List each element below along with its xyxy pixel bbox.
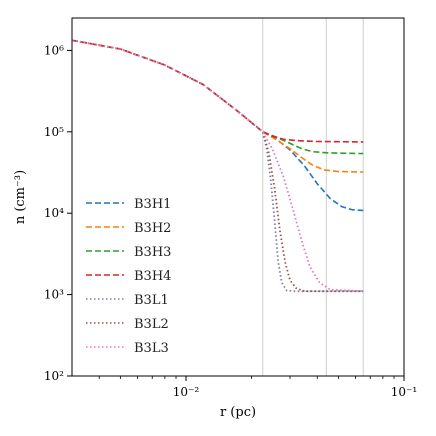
legend-label-b3h3: B3H3	[134, 245, 171, 260]
y-tick-label-2: 10³	[44, 288, 64, 302]
y-tick-label-3: 10⁴	[44, 206, 64, 220]
reference-lines	[262, 18, 364, 376]
legend: B3H1 B3H2 B3H3 B3H4 B3L1 B3L2 B3L3	[86, 197, 171, 356]
series-line-b3h2	[71, 39, 364, 173]
series-line-b3l3	[71, 39, 364, 293]
y-tick-label-4: 10⁵	[44, 125, 64, 139]
series-line-b3h4	[71, 39, 364, 143]
series-line-b3h3	[71, 39, 364, 155]
legend-label-b3h1: B3H1	[134, 197, 171, 212]
series-line-b3l2	[71, 39, 364, 293]
legend-label-b3h4: B3H4	[134, 269, 171, 284]
legend-label-b3l2: B3L2	[134, 317, 169, 332]
series-line-b3h1	[71, 39, 364, 212]
legend-label-b3l1: B3L1	[134, 293, 169, 308]
axis-ticks: 10⁻² 10⁻¹ 10² 10³ 10⁴ 10⁵ 10⁶	[44, 43, 417, 399]
legend-label-b3h2: B3H2	[134, 221, 171, 236]
x-tick-label-2: 10⁻¹	[391, 385, 417, 399]
plot-frame	[71, 17, 405, 377]
y-tick-label-5: 10⁶	[44, 43, 64, 57]
series-line-b3l1	[71, 39, 364, 293]
x-axis-label: r (pc)	[220, 405, 256, 420]
y-axis-label: n (cm⁻³)	[13, 170, 28, 224]
y-tick-label-1: 10²	[44, 369, 64, 383]
legend-label-b3l3: B3L3	[134, 341, 169, 356]
series-lines	[71, 39, 364, 293]
x-tick-label-1: 10⁻²	[173, 385, 200, 399]
